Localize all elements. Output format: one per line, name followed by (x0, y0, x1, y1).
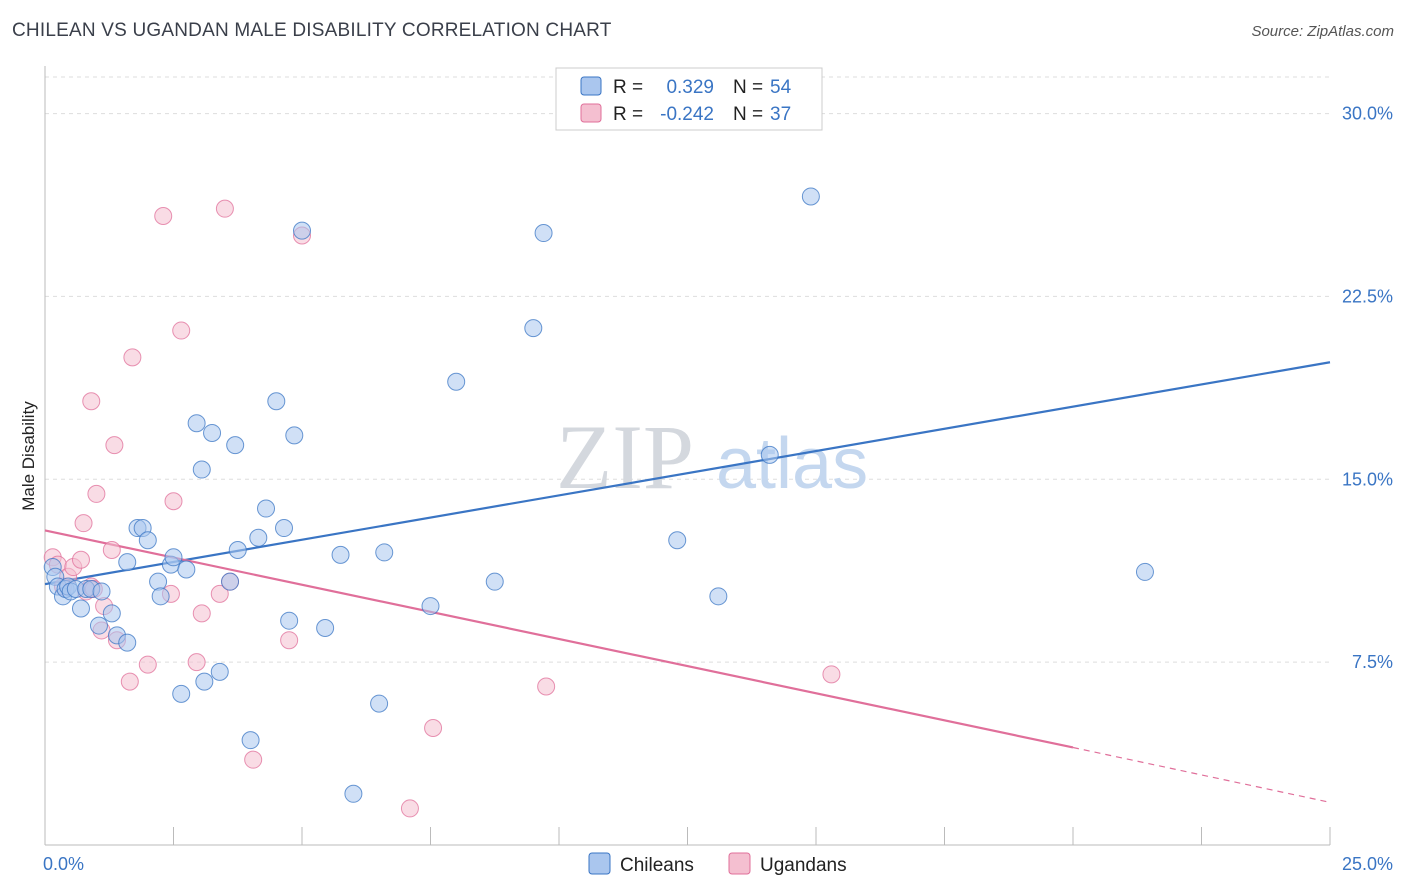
chileans-point-48 (447, 372, 466, 391)
y-tick-label: 7.5% (1352, 652, 1393, 672)
chileans-point-46 (375, 543, 394, 562)
tick-labels: 7.5% 15.0% 22.5% 30.0% 0.0% 25.0% (43, 104, 1393, 874)
ugandans-point-5 (71, 550, 90, 569)
data-points (43, 187, 1154, 818)
chileans-point-40 (285, 426, 304, 445)
legend-r-label-1: R = (613, 77, 643, 98)
ugandans-point-14 (102, 540, 121, 559)
chileans-point-36 (257, 499, 276, 518)
chileans-point-25 (177, 560, 196, 579)
watermark: ZIP atlas (556, 406, 868, 508)
chileans-point-38 (275, 519, 294, 538)
chileans-point-29 (203, 423, 222, 442)
ugandans-point-17 (120, 672, 139, 691)
legend-r-label-2: R = (613, 104, 643, 125)
legend-bottom: Chileans Ugandans (588, 852, 847, 876)
chileans-point-50 (524, 319, 543, 338)
chileans-point-47 (421, 597, 440, 616)
y-tick-label: 22.5% (1342, 286, 1393, 306)
legend-swatch-chileans (580, 76, 602, 96)
chileans-point-28 (195, 672, 214, 691)
ugandans-point-22 (164, 492, 183, 511)
chileans-point-51 (534, 224, 553, 243)
x-tick-label-start: 0.0% (43, 854, 84, 874)
chileans-point-41 (293, 221, 311, 240)
chileans-point-19 (138, 531, 157, 550)
chileans-point-15 (118, 633, 137, 652)
ugandans-point-23 (172, 321, 191, 340)
chileans-point-20 (149, 572, 168, 591)
ugandans-point-30 (280, 631, 299, 650)
chileans-point-33 (228, 540, 247, 559)
chileans-point-53 (709, 587, 728, 606)
chileans-point-30 (210, 662, 229, 681)
legend-swatch-ugandans (580, 103, 602, 123)
legend-top: R = 0.329 N = 54 R = -0.242 N = 37 (555, 67, 823, 131)
source-label: Source: ZipAtlas.com (1251, 23, 1394, 40)
ugandans-point-15 (105, 436, 124, 455)
ugandans-point-25 (192, 604, 211, 623)
chileans-point-49 (485, 572, 504, 591)
legend-n-value-1: 54 (770, 77, 792, 98)
ugandans-point-24 (187, 653, 206, 672)
bottom-legend-swatch-chileans (588, 852, 611, 875)
chileans-point-16 (118, 553, 137, 572)
chileans-point-11 (92, 582, 111, 601)
chileans-point-43 (331, 545, 350, 564)
ugandans-point-33 (424, 718, 443, 737)
ugandans-point-18 (123, 348, 142, 367)
chileans-point-45 (370, 694, 389, 713)
bottom-legend-swatch-ugandans (728, 852, 751, 875)
legend-n-label-1: N = (733, 77, 763, 98)
chileans-point-24 (172, 684, 191, 703)
bottom-legend-ugandans: Ugandans (760, 855, 847, 876)
chileans-point-42 (316, 619, 335, 638)
chileans-point-21 (151, 587, 170, 606)
chileans-point-35 (249, 528, 268, 547)
chart-title: CHILEAN VS UGANDAN MALE DISABILITY CORRE… (12, 20, 612, 41)
bottom-legend-chileans: Chileans (620, 855, 694, 876)
chileans-point-13 (102, 604, 121, 623)
trend-lines (44, 361, 1331, 803)
chileans-point-27 (192, 460, 211, 479)
chileans-point-34 (241, 731, 260, 750)
chileans-point-32 (226, 436, 245, 455)
ugandans-point-32 (400, 799, 419, 818)
ugandans-point-10 (82, 392, 101, 411)
chileans-point-12 (89, 616, 108, 635)
chileans-point-54 (760, 445, 779, 464)
chileans-point-52 (668, 531, 687, 550)
ugandans-point-35 (822, 665, 841, 684)
chileans-point-31 (221, 572, 240, 591)
legend-r-value-1: 0.329 (666, 77, 714, 98)
chileans-point-37 (267, 392, 286, 411)
ugandans-point-11 (87, 484, 106, 503)
ugandans-point-27 (215, 199, 234, 218)
ugandans-trend-line-extension (1072, 746, 1331, 803)
legend-r-value-2: -0.242 (660, 104, 714, 125)
chileans-point-26 (187, 414, 206, 433)
ugandans-trend-line (44, 529, 1074, 749)
axes (44, 66, 1331, 846)
chileans-point-44 (344, 784, 363, 803)
y-tick-label: 15.0% (1342, 469, 1393, 489)
y-tick-label: 30.0% (1342, 104, 1393, 124)
legend-n-value-2: 37 (770, 104, 791, 125)
chileans-trend-line (44, 361, 1331, 586)
y-axis-label: Male Disability (19, 401, 38, 511)
chileans-point-56 (1135, 562, 1154, 581)
ugandans-point-19 (138, 655, 157, 674)
ugandans-point-20 (154, 206, 173, 225)
legend-n-label-2: N = (733, 104, 763, 125)
x-tick-label-end: 25.0% (1342, 854, 1393, 874)
chileans-point-39 (280, 611, 299, 630)
chileans-point-23 (164, 548, 183, 567)
ugandans-point-34 (537, 677, 556, 696)
ugandans-point-9 (74, 514, 93, 533)
chileans-point-55 (801, 187, 820, 206)
ugandans-point-29 (244, 750, 263, 769)
ugandans-point-26 (210, 584, 229, 603)
chileans-point-8 (71, 599, 90, 618)
